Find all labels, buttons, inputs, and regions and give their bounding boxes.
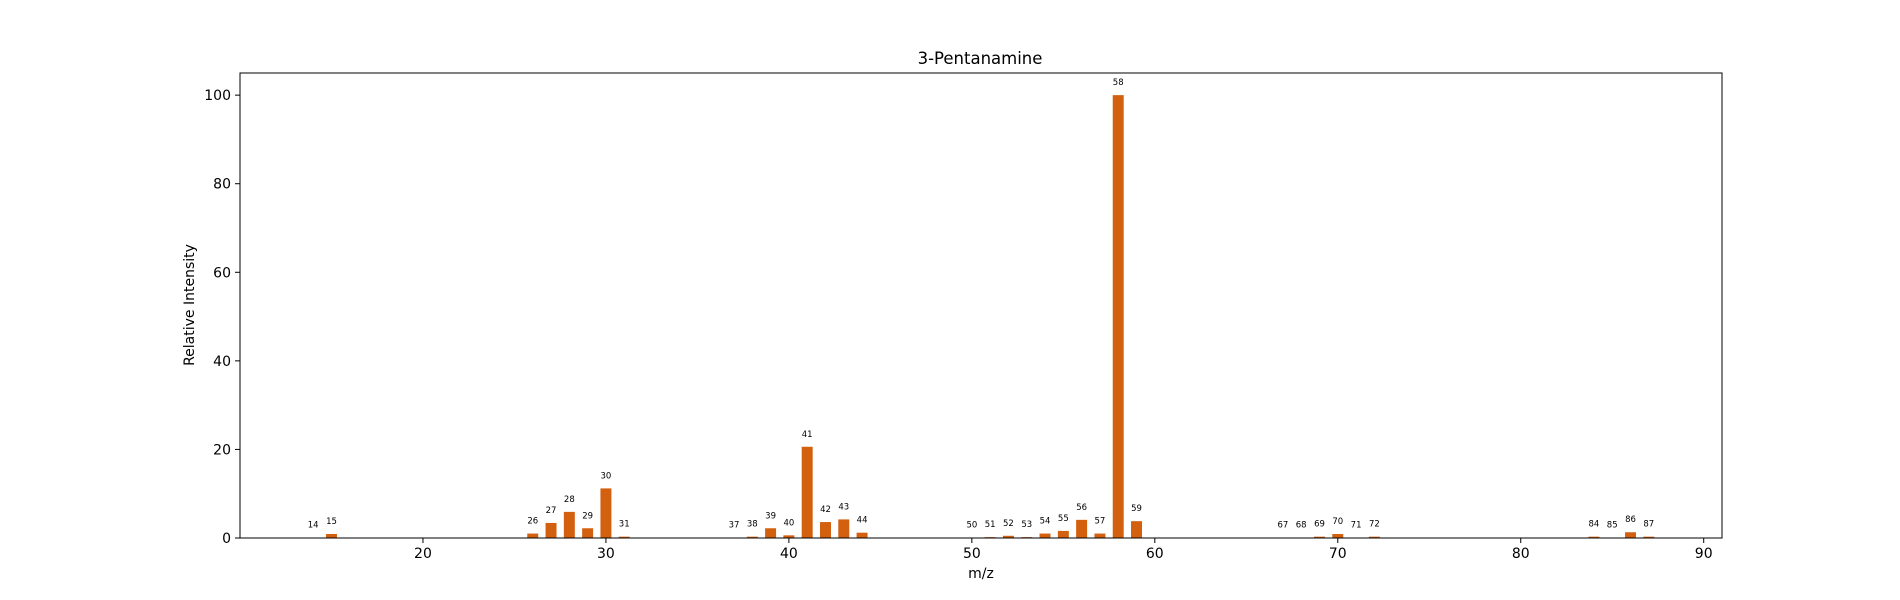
bar-label-mz-70: 70 xyxy=(1332,517,1343,527)
bar-mz-69 xyxy=(1313,536,1325,538)
bar-mz-38 xyxy=(746,536,758,538)
bar-label-mz-57: 57 xyxy=(1095,517,1106,527)
x-axis-label: m/z xyxy=(968,566,994,582)
bar-mz-15 xyxy=(325,534,337,538)
y-tick-label: 20 xyxy=(213,442,231,458)
x-tick-label: 80 xyxy=(1512,546,1530,562)
bar-mz-42 xyxy=(819,522,831,538)
bar-mz-44 xyxy=(856,532,868,538)
plot-frame xyxy=(239,72,1723,539)
y-tick-label: 80 xyxy=(213,177,231,193)
bar-mz-30 xyxy=(600,488,612,538)
bar-label-mz-69: 69 xyxy=(1314,520,1325,530)
bar-label-mz-55: 55 xyxy=(1058,514,1069,524)
y-tick-label: 60 xyxy=(213,265,231,281)
x-tick-label: 90 xyxy=(1695,546,1713,562)
bar-label-mz-68: 68 xyxy=(1296,521,1307,531)
chart-title: 3-Pentanamine xyxy=(918,49,1043,68)
bar-mz-55 xyxy=(1057,530,1069,538)
bar-mz-57 xyxy=(1094,533,1106,538)
bar-label-mz-29: 29 xyxy=(582,511,593,521)
bar-label-mz-58: 58 xyxy=(1113,78,1124,88)
bar-label-mz-84: 84 xyxy=(1589,520,1600,530)
bar-mz-43 xyxy=(838,519,850,538)
plot-area: 14 15 26 27 28 29 30 31 37 38 39 40 41 42 43 44 50 51 52 53… xyxy=(307,78,1655,539)
bar-label-mz-51: 51 xyxy=(985,520,996,530)
bar-mz-39 xyxy=(765,528,777,538)
bar-mz-54 xyxy=(1039,533,1051,538)
bar-label-mz-59: 59 xyxy=(1131,504,1142,514)
bar-label-mz-30: 30 xyxy=(601,471,612,481)
bar-mz-84 xyxy=(1588,536,1600,538)
bar-mz-28 xyxy=(563,511,575,538)
x-tick-label: 30 xyxy=(597,546,615,562)
bar-label-mz-15: 15 xyxy=(326,517,337,527)
bar-label-mz-52: 52 xyxy=(1003,519,1014,529)
y-axis-label: Relative Intensity xyxy=(182,244,198,366)
bar-mz-56 xyxy=(1076,519,1088,538)
bar-label-mz-26: 26 xyxy=(527,517,538,527)
bar-label-mz-27: 27 xyxy=(546,506,557,516)
bar-label-mz-71: 71 xyxy=(1351,521,1362,531)
x-tick-label: 60 xyxy=(1146,546,1164,562)
bar-label-mz-38: 38 xyxy=(747,520,758,530)
bar-label-mz-14: 14 xyxy=(308,521,319,531)
x-axis-ticks: 20 30 40 50 60 70 80 90 xyxy=(414,538,1713,562)
bar-label-mz-67: 67 xyxy=(1277,521,1288,531)
y-tick-label: 40 xyxy=(213,354,231,370)
bar-label-mz-31: 31 xyxy=(619,520,630,530)
bar-mz-41 xyxy=(801,446,813,538)
bar-mz-87 xyxy=(1643,536,1655,538)
bar-label-mz-44: 44 xyxy=(857,516,868,526)
x-tick-label: 50 xyxy=(963,546,981,562)
bar-label-mz-43: 43 xyxy=(838,502,849,512)
bar-mz-29 xyxy=(582,528,594,538)
y-axis-ticks: 0 20 40 60 80 100 xyxy=(204,88,240,547)
bar-label-mz-72: 72 xyxy=(1369,520,1380,530)
bar-label-mz-39: 39 xyxy=(765,511,776,521)
bar-label-mz-37: 37 xyxy=(729,521,740,531)
y-tick-label: 100 xyxy=(204,88,231,104)
bar-label-mz-87: 87 xyxy=(1643,520,1654,530)
bar-mz-86 xyxy=(1625,532,1637,538)
x-tick-label: 40 xyxy=(780,546,798,562)
bar-label-mz-41: 41 xyxy=(802,430,813,440)
bar-mz-27 xyxy=(545,522,557,538)
bar-label-mz-42: 42 xyxy=(820,505,831,515)
bar-label-mz-50: 50 xyxy=(966,521,977,531)
bar-mz-58 xyxy=(1112,95,1124,539)
bar-mz-70 xyxy=(1332,534,1344,538)
bar-mz-40 xyxy=(783,535,795,538)
x-tick-label: 20 xyxy=(414,546,432,562)
bar-label-mz-28: 28 xyxy=(564,495,575,505)
bar-mz-26 xyxy=(527,533,539,538)
bar-label-mz-54: 54 xyxy=(1040,517,1051,527)
bar-label-mz-40: 40 xyxy=(783,518,794,528)
bar-label-mz-86: 86 xyxy=(1625,515,1636,525)
bar-mz-72 xyxy=(1368,536,1380,538)
bar-mz-31 xyxy=(618,536,630,538)
x-tick-label: 70 xyxy=(1329,546,1347,562)
y-tick-label: 0 xyxy=(222,531,231,547)
bar-mz-59 xyxy=(1131,521,1143,538)
bar-label-mz-56: 56 xyxy=(1076,503,1087,513)
bar-label-mz-53: 53 xyxy=(1021,520,1032,530)
bar-label-mz-85: 85 xyxy=(1607,521,1618,531)
bar-mz-52 xyxy=(1002,535,1014,538)
